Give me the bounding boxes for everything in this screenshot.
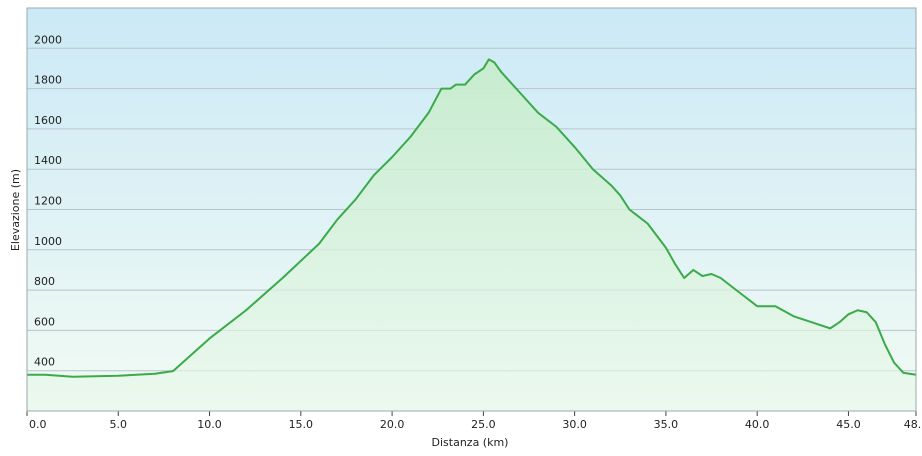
y-tick-label: 1200	[34, 195, 62, 208]
plot-border	[26, 7, 917, 412]
x-tick-label: 0.0	[29, 418, 47, 431]
x-tick-label: 45.0	[836, 418, 861, 431]
x-tick-label: 35.0	[654, 418, 679, 431]
y-tick-label: 2000	[34, 33, 62, 46]
y-tick-label: 1400	[34, 154, 62, 167]
x-tick-label: 48.7	[904, 418, 922, 431]
y-tick-label: 600	[34, 315, 55, 328]
y-tick-label: 1000	[34, 235, 62, 248]
x-tick-label: 25.0	[471, 418, 496, 431]
elevation-line	[27, 58, 917, 378]
y-axis-title: Elevazione (m)	[9, 169, 22, 251]
area-fill	[27, 59, 916, 411]
y-tick-label: 1800	[34, 74, 62, 87]
x-tick-label: 10.0	[197, 418, 222, 431]
y-tick-label: 400	[34, 356, 55, 369]
x-tick-label: 40.0	[745, 418, 770, 431]
x-tick-label: 5.0	[110, 418, 128, 431]
y-tick-label: 1600	[34, 114, 62, 127]
x-tick-label: 30.0	[562, 418, 587, 431]
x-tick-label: 20.0	[380, 418, 405, 431]
x-axis-title: Distanza (km)	[432, 436, 509, 449]
y-tick-label: 800	[34, 275, 55, 288]
x-tick-label: 15.0	[289, 418, 314, 431]
